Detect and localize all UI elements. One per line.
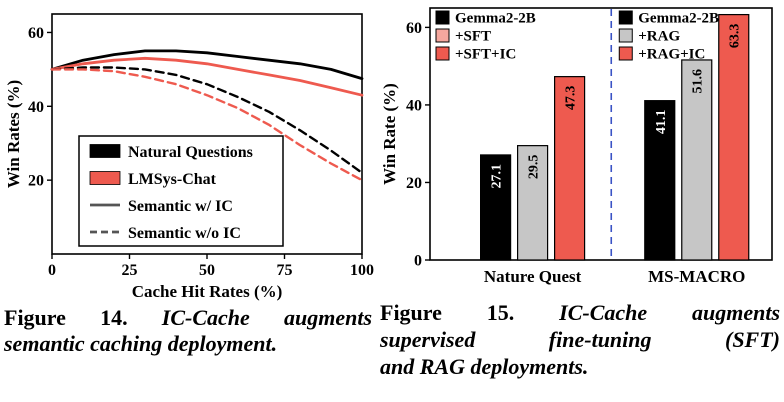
- y-tick-label: 20: [406, 175, 422, 192]
- bar-value-label: 29.5: [527, 155, 542, 180]
- figure14-line-chart: 0 25 50 75 100 20 40 60 Cache Hit Rates (%) Win R…: [4, 13, 374, 301]
- legend-label: +RAG+IC: [638, 47, 705, 63]
- legend-label: +SFT: [455, 29, 491, 45]
- figure14-caption-text-1: IC-Cache augments: [161, 305, 373, 330]
- bar-ms-macro-0: [644, 100, 676, 261]
- figure-14: 0 25 50 75 100 20 40 60 Cache Hit Rates (%) Win R…: [4, 6, 374, 357]
- legend-label: +SFT+IC: [455, 47, 516, 63]
- legend-label: Gemma2-2B: [455, 11, 536, 27]
- figure15-caption-text-1: IC-Cache augments: [559, 300, 781, 325]
- group-label: Nature Quest: [484, 267, 582, 286]
- y-tick-label: 20: [28, 173, 44, 190]
- y-axis-label: Win Rate (%): [380, 83, 399, 185]
- legend-swatch: [89, 171, 121, 185]
- x-tick-label: 25: [122, 262, 138, 279]
- x-tick-label: 75: [277, 262, 293, 279]
- y-tick-label: 60: [28, 25, 44, 42]
- y-axis-label: Win Rates (%): [4, 80, 23, 188]
- legend-swatch: [435, 10, 450, 25]
- bar-value-label: 51.6: [691, 69, 706, 94]
- figure14-caption-line-2: semantic caching deployment.: [4, 331, 278, 356]
- legend-label: Gemma2-2B: [638, 11, 719, 27]
- legend-label: Natural Questions: [128, 144, 253, 161]
- bar-nature-quest-0: [479, 154, 512, 261]
- x-tick-label: 100: [350, 262, 374, 279]
- y-tick-label: 0: [414, 253, 422, 270]
- legend-label: Semantic w/o IC: [128, 225, 241, 242]
- figure15-bar-chart: 0 20 40 60 Win Rate (%) 27.1 29.5 47.3 Nature Qu…: [380, 7, 773, 286]
- figure15-caption: Figure 15. IC-Cache augments supervised …: [380, 299, 780, 380]
- legend-swatch: [618, 46, 633, 61]
- bar-value-label: 41.1: [654, 110, 669, 135]
- x-tick-label: 0: [48, 262, 56, 279]
- legend-swatch: [435, 28, 450, 43]
- x-axis-label: Cache Hit Rates (%): [132, 282, 283, 301]
- y-tick-label: 60: [406, 20, 422, 37]
- figure-15: 0 20 40 60 Win Rate (%) 27.1 29.5 47.3 Nature Qu…: [380, 2, 780, 380]
- y-tick-label: 40: [406, 97, 422, 114]
- bar-value-label: 27.1: [490, 164, 505, 189]
- figure15-caption-line-1: Figure 15. IC-Cache augments: [380, 299, 780, 326]
- figure14-caption: Figure 14. IC-Cache augments semantic ca…: [4, 305, 372, 357]
- series-line-3: [50, 68, 364, 182]
- legend-swatch: [618, 28, 633, 43]
- figure14-caption-line-1: Figure 14. IC-Cache augments: [4, 305, 372, 331]
- bar-nature-quest-1: [517, 145, 549, 261]
- legend-swatch: [89, 144, 121, 158]
- figure15-caption-line-3: and RAG deployments.: [380, 354, 589, 379]
- series-line-1: [50, 56, 364, 97]
- legend-swatch: [618, 10, 633, 25]
- figure15-caption-line-2: supervised fine-tuning (SFT): [380, 327, 780, 352]
- bar-value-label: 47.3: [564, 86, 579, 111]
- bar-ms-macro-1: [681, 59, 713, 261]
- bar-nature-quest-2: [554, 76, 586, 261]
- bar-ms-macro-2: [718, 13, 750, 261]
- legend-label: LMSys-Chat: [128, 171, 217, 188]
- legend-label: Semantic w/ IC: [128, 198, 233, 215]
- bar-value-label: 63.3: [728, 24, 743, 48]
- figure15-caption-label: Figure 15.: [380, 300, 515, 325]
- x-tick-label: 50: [199, 262, 215, 279]
- series-line-2: [50, 66, 364, 175]
- group-label: MS-MACRO: [648, 267, 745, 286]
- series-line-0: [50, 49, 364, 80]
- figure14-caption-label: Figure 14.: [4, 305, 128, 330]
- y-tick-label: 40: [28, 99, 44, 116]
- legend-label: +RAG: [638, 29, 680, 45]
- legend-swatch: [435, 46, 450, 61]
